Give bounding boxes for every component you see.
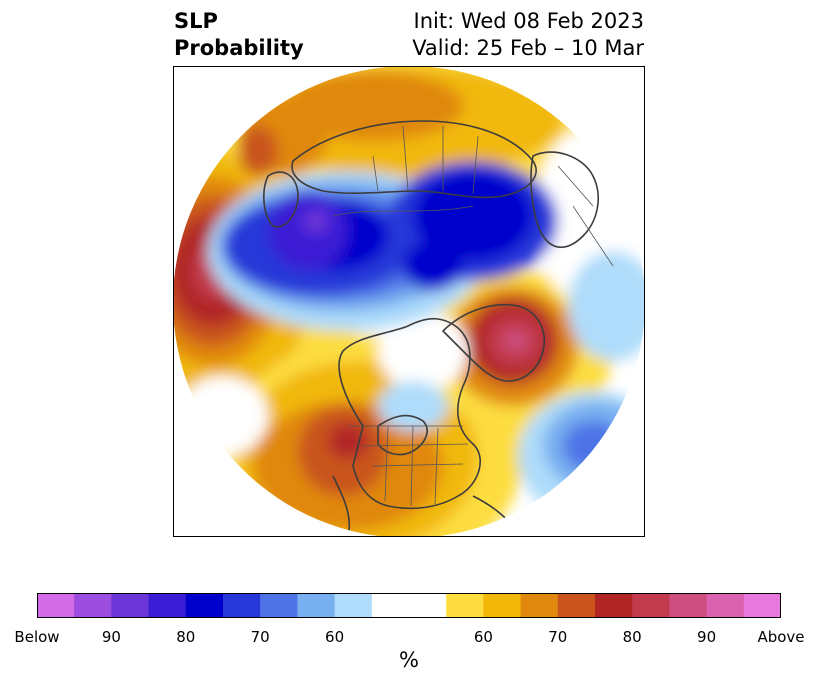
colorbar-swatch: [743, 593, 781, 618]
colorbar-swatch: [520, 593, 559, 618]
colorbar-swatch: [446, 593, 484, 618]
colorbar-swatch: [632, 593, 670, 618]
colorbar: [37, 593, 781, 618]
colorbar-tick-label: 80: [176, 628, 196, 646]
polar-map: [173, 66, 645, 537]
colorbar-swatch: [334, 593, 373, 618]
colorbar-tick-label: 70: [548, 628, 568, 646]
colorbar-swatch: [297, 593, 336, 618]
colorbar-swatch: [223, 593, 261, 618]
product-title: Probability: [174, 36, 304, 60]
colorbar-swatch: [185, 593, 224, 618]
colorbar-swatch: [371, 593, 410, 618]
colorbar-tick-label: 60: [473, 628, 493, 646]
colorbar-border: [37, 593, 781, 618]
variable-title: SLP: [174, 9, 218, 33]
colorbar-swatch: [148, 593, 187, 618]
colorbar-tick-label: 60: [325, 628, 345, 646]
colorbar-tick-label: 90: [101, 628, 121, 646]
map-frame: [173, 66, 645, 537]
probability-field: [173, 66, 645, 537]
colorbar-swatch: [111, 593, 150, 618]
borders: [332, 125, 614, 507]
valid-range: Valid: 25 Feb – 10 Mar: [412, 36, 644, 60]
colorbar-tick-label: 70: [250, 628, 270, 646]
colorbar-tick-label: Below: [14, 628, 60, 646]
colorbar-swatch: [706, 593, 745, 618]
colorbar-tick-label: 90: [697, 628, 717, 646]
colorbar-swatch: [669, 593, 708, 618]
colorbar-unit: %: [399, 648, 419, 672]
title-left: SLP Probability: [174, 8, 304, 62]
colorbar-swatch: [74, 593, 112, 618]
colorbar-swatch: [595, 593, 633, 618]
colorbar-swatch: [483, 593, 522, 618]
colorbar-swatch: [37, 593, 75, 618]
colorbar-tick-label: 80: [622, 628, 642, 646]
init-date: Init: Wed 08 Feb 2023: [413, 9, 644, 33]
colorbar-swatch: [260, 593, 298, 618]
colorbar-tick-label: Above: [757, 628, 805, 646]
title-right: Init: Wed 08 Feb 2023 Valid: 25 Feb – 10…: [412, 8, 644, 62]
colorbar-swatch: [409, 593, 447, 618]
colorbar-swatch: [557, 593, 596, 618]
